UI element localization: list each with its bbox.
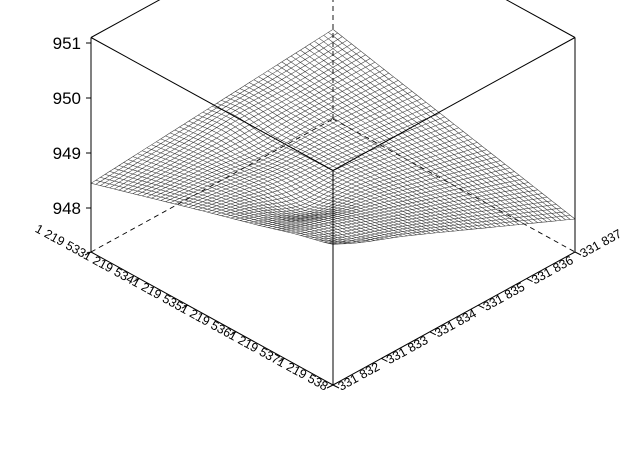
mesh-line — [272, 171, 515, 229]
mesh-line — [221, 131, 464, 216]
y-tick-mark — [332, 384, 340, 389]
mesh-line — [332, 218, 576, 245]
mesh-line — [216, 103, 459, 231]
y-tick-label: 331 834 — [433, 306, 479, 340]
mesh-line — [146, 72, 389, 198]
mesh-line — [160, 138, 403, 237]
mesh-line — [165, 87, 408, 202]
mesh-line — [281, 178, 524, 231]
y-tick-label: 331 833 — [384, 333, 430, 367]
mesh-line — [230, 138, 473, 219]
z-tick-label: 950 — [53, 89, 81, 108]
mesh-line — [128, 58, 371, 193]
mesh-line — [216, 127, 459, 215]
mesh-line — [253, 156, 496, 225]
x-tick-label: 1 219 536 — [178, 301, 234, 340]
box-edge — [332, 251, 576, 386]
x-tick-mark — [229, 331, 237, 336]
x-tick-mark — [278, 357, 285, 362]
y-tick-label: 331 832 — [336, 360, 382, 394]
mesh-line — [179, 98, 422, 206]
mesh-line — [118, 50, 362, 191]
mesh-line — [263, 164, 506, 227]
surface-mesh — [90, 29, 576, 245]
y-tick-mark — [381, 357, 388, 362]
mesh-line — [90, 29, 334, 184]
mesh-line — [193, 109, 436, 209]
mesh-line — [95, 32, 338, 185]
mesh-line — [239, 145, 482, 221]
mesh-line — [137, 65, 380, 196]
z-tick-label: 949 — [53, 144, 81, 163]
mesh-line — [202, 111, 445, 233]
z-tick-label: 948 — [53, 199, 81, 218]
mesh-line — [249, 153, 492, 224]
mesh-line — [267, 167, 510, 228]
bounding-box-front — [90, 0, 576, 386]
y-tick-label: 331 835 — [481, 280, 527, 314]
mesh-line — [156, 80, 399, 200]
mesh-line — [318, 207, 562, 242]
z-axis: 948 949 950 951 — [53, 34, 91, 218]
y-tick-mark — [477, 304, 485, 309]
mesh-line — [286, 182, 529, 233]
x-tick-label: 1 219 534 — [81, 248, 137, 287]
x-tick-label: 1 219 535 — [130, 275, 186, 314]
box-edge — [90, 0, 161, 38]
mesh-line — [244, 149, 487, 222]
mesh-line — [277, 174, 520, 230]
mesh-line — [258, 160, 501, 226]
mesh-line — [90, 183, 334, 245]
mesh-line — [183, 102, 427, 207]
mesh-line — [235, 142, 478, 220]
x-tick-label: 1 219 538 — [275, 355, 331, 394]
x-tick-mark — [84, 251, 92, 256]
mesh-line — [188, 105, 431, 208]
mesh-line — [328, 215, 571, 244]
mesh-line — [323, 211, 566, 243]
x-tick-mark — [181, 304, 189, 309]
mesh-line — [156, 141, 399, 238]
mesh-line — [309, 200, 552, 239]
mesh-line — [314, 204, 557, 240]
mesh-line — [95, 180, 338, 245]
x-tick-label: 1 219 533 — [33, 222, 89, 261]
mesh-line — [305, 196, 548, 237]
mesh-line — [109, 43, 352, 189]
box-edge-back — [90, 118, 334, 253]
mesh-line — [169, 91, 413, 204]
z-tick-label: 951 — [53, 34, 81, 53]
mesh-line — [123, 162, 366, 243]
mesh-line — [132, 61, 376, 194]
x-tick-mark — [326, 384, 334, 389]
box-edge — [505, 0, 576, 38]
y-tick-mark — [574, 251, 582, 256]
y-tick-mark — [526, 278, 533, 283]
box-edge — [90, 37, 334, 171]
mesh-line — [197, 112, 441, 211]
mesh-line — [174, 94, 417, 205]
mesh-line — [146, 147, 389, 239]
x-tick-mark — [133, 278, 140, 283]
mesh-line — [142, 69, 385, 197]
y-tick-label: 331 836 — [529, 253, 575, 287]
mesh-line — [300, 193, 543, 236]
y-tick-mark — [429, 331, 437, 336]
mesh-line — [295, 189, 538, 235]
x-tick-label: 1 219 537 — [226, 328, 282, 367]
mesh-line — [114, 47, 357, 190]
mesh-line — [100, 36, 343, 186]
box-edge — [332, 37, 576, 171]
y-tick-label: 331 837 — [578, 227, 624, 261]
mesh-line — [225, 134, 469, 218]
mesh-line — [151, 76, 394, 199]
mesh-line — [291, 185, 534, 234]
mesh-line — [160, 83, 403, 201]
box-edge — [90, 251, 334, 386]
